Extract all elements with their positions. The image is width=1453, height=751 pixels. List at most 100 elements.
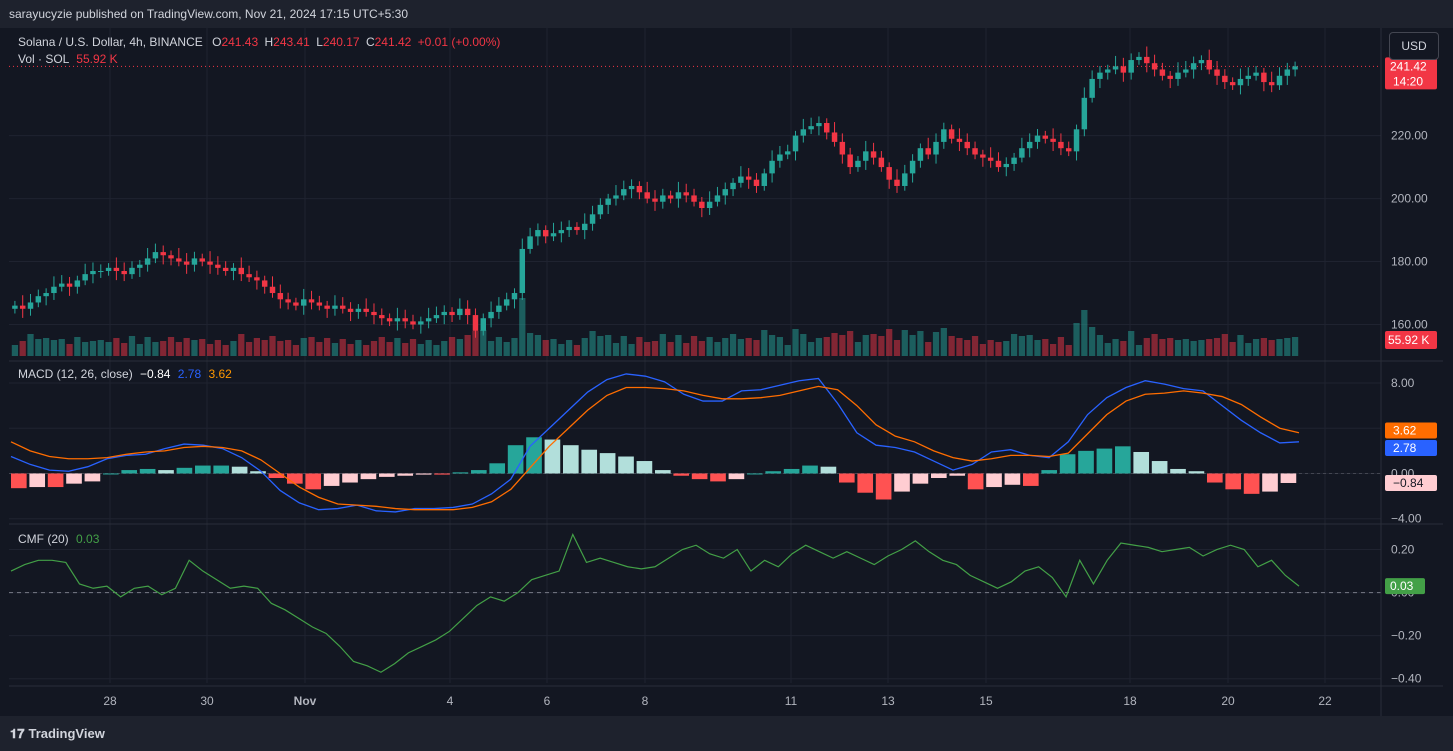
price-tick-label: 200.00 [1391, 192, 1428, 206]
candle-body [441, 311, 447, 316]
volume-bar [472, 331, 479, 356]
candle-body [418, 321, 424, 325]
volume-bar [1206, 339, 1213, 356]
candle-body [386, 318, 393, 322]
macd-hist-bar [29, 473, 46, 488]
volume-bar [503, 342, 510, 356]
candle-body [769, 160, 775, 174]
volume-bar [909, 335, 916, 356]
candle-body [753, 179, 760, 186]
volume-bar [714, 342, 721, 356]
candle-body [1081, 97, 1088, 130]
macd-hist-bar [415, 473, 432, 475]
volume-bar [886, 329, 893, 356]
candle-body [1112, 66, 1119, 70]
price-tick-label: 220.00 [1391, 129, 1428, 143]
macd-hist-bar [397, 473, 414, 476]
macd-hist-bar [710, 473, 726, 482]
candle-body [402, 318, 408, 322]
tradingview-logo[interactable]: 𝟏𝟕 TradingView [10, 726, 105, 742]
macd-hist-bar [894, 473, 910, 492]
high-label: H [264, 35, 274, 49]
volume-bar [167, 337, 175, 356]
macd-hist-bar [103, 473, 119, 475]
candle-body [644, 192, 650, 199]
candle-body [27, 302, 34, 309]
candle-body [1268, 82, 1275, 86]
candle-body [792, 135, 799, 152]
cmf-value: 0.03 [76, 532, 100, 546]
volume-bar [1190, 341, 1197, 356]
candle-body [261, 280, 268, 287]
chart-svg[interactable]: 160.00 180.00 200.00 220.00 28 30 Nov 4 6 8 11 13 15… [9, 28, 1443, 716]
candle-body [1034, 135, 1041, 142]
volume-bar [1010, 334, 1018, 356]
candle-body [784, 151, 791, 155]
candle-body [43, 293, 49, 297]
footer: 𝟏𝟕 TradingView [0, 716, 1453, 751]
low-label: L [316, 35, 323, 49]
volume-bar [667, 342, 674, 356]
brand-label: TradingView [28, 726, 105, 741]
volume-bar [776, 337, 784, 356]
macd-hist-bar [84, 473, 101, 482]
volume-bar [1073, 323, 1080, 356]
volume-value-box [1385, 331, 1437, 349]
candle-body [90, 270, 96, 275]
volume-bar [238, 334, 245, 356]
volume-bar [441, 341, 448, 356]
tradingview-logo-icon: 𝟏𝟕 [10, 726, 25, 741]
candle-body [909, 160, 916, 174]
volume-bar [792, 329, 799, 356]
macd-hist-bar [1151, 461, 1168, 474]
volume-bar [1042, 339, 1049, 356]
high-value: 243.41 [273, 35, 310, 49]
candle-body [636, 185, 643, 193]
volume-bar [854, 342, 862, 356]
candle-body [574, 226, 580, 231]
macd-hist-bar [195, 465, 211, 474]
cmf-value-box [1385, 578, 1425, 595]
volume-bars [11, 298, 1299, 356]
currency-button[interactable]: USD [1389, 32, 1439, 60]
volume-bar [97, 340, 104, 356]
macd-lines [10, 373, 1300, 513]
volume-bar [1198, 340, 1205, 356]
macd-hist-bar [1188, 471, 1205, 474]
macd-hist-bar [544, 439, 561, 474]
candle-body [621, 189, 627, 196]
candles [12, 46, 1298, 338]
candle-body [1253, 72, 1259, 76]
volume-bar [456, 339, 463, 356]
candle-body [1214, 69, 1220, 76]
volume-bar [370, 341, 378, 356]
candle-body [808, 126, 814, 130]
volume-bar [605, 335, 612, 356]
macd-hist-bar [747, 473, 763, 475]
candle-body [1183, 69, 1189, 73]
macd-hist-bar [305, 473, 322, 490]
macd-hist-bar [213, 465, 230, 474]
candle-body [379, 315, 385, 319]
cmf-line [10, 532, 1300, 673]
volume-bar [363, 345, 370, 356]
candle-body [277, 293, 284, 300]
macd-hist-bar [820, 466, 837, 474]
chart-area[interactable]: 160.00 180.00 200.00 220.00 28 30 Nov 4 6 8 11 13 15… [9, 28, 1443, 716]
publish-info-bar: sarayucyzie published on TradingView.com… [0, 0, 1453, 28]
candle-body [425, 318, 432, 322]
volume-bar [292, 345, 300, 356]
macd-hist-bar [66, 473, 82, 484]
volume-bar [698, 341, 705, 356]
candle-body [1167, 75, 1173, 79]
candle-body [410, 321, 416, 325]
candle-body [628, 185, 635, 190]
candle-body [1284, 69, 1291, 76]
macd-hist-bar [673, 473, 690, 476]
candle-body [269, 286, 276, 294]
candle-body [558, 230, 565, 234]
candle-body [324, 305, 330, 309]
volume-bar [378, 337, 385, 356]
candle-body [394, 318, 401, 322]
